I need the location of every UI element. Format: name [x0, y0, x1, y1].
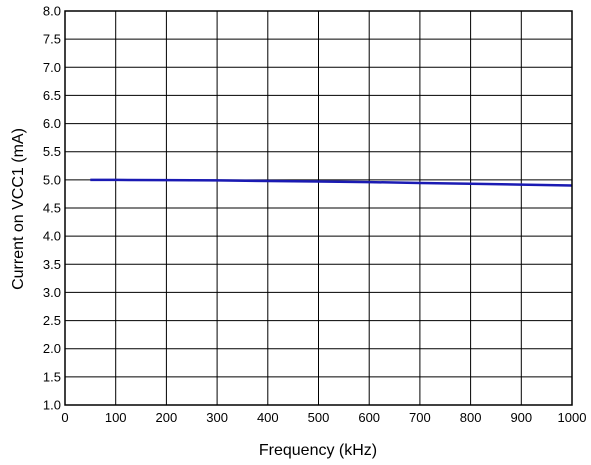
y-tick-labels: 1.0 1.5 2.0 2.5 3.0 3.5 4.0 4.5 5.0 5.5 6.0 6.5 7.0 7… — [43, 4, 61, 413]
y-tick-label: 6.0 — [43, 116, 61, 131]
x-tick-label: 300 — [206, 410, 228, 425]
y-tick-label: 8.0 — [43, 4, 61, 19]
series-line — [90, 178, 573, 187]
y-tick-label: 1.5 — [43, 369, 61, 384]
x-axis-title: Frequency (kHz) — [259, 442, 377, 459]
x-tick-label: 600 — [358, 410, 380, 425]
x-tick-labels: 0 100 200 300 400 500 600 700 800 900 1000 — [61, 410, 586, 425]
y-tick-label: 5.5 — [43, 144, 61, 159]
y-tick-label: 4.5 — [43, 201, 61, 216]
y-axis-title: Current on VCC1 (mA) — [10, 128, 27, 290]
plot-frame — [64, 10, 573, 406]
y-tick-label: 3.5 — [43, 257, 61, 272]
x-tick-label: 1000 — [558, 410, 587, 425]
x-tick-label: 800 — [460, 410, 482, 425]
y-tick-label: 5.0 — [43, 172, 61, 187]
x-tick-label: 100 — [105, 410, 127, 425]
y-tick-label: 4.0 — [43, 229, 61, 244]
y-tick-label: 7.5 — [43, 32, 61, 47]
x-tick-label: 900 — [510, 410, 532, 425]
series-layer — [90, 178, 573, 187]
y-tick-label: 6.5 — [43, 88, 61, 103]
y-tick-label: 2.0 — [43, 341, 61, 356]
y-tick-label: 1.0 — [43, 398, 61, 413]
y-tick-label: 3.0 — [43, 285, 61, 300]
x-tick-label: 0 — [61, 410, 68, 425]
x-tick-label: 200 — [156, 410, 178, 425]
x-tick-label: 400 — [257, 410, 279, 425]
y-tick-label: 2.5 — [43, 313, 61, 328]
grid — [64, 10, 573, 406]
x-tick-label: 700 — [409, 410, 431, 425]
x-tick-label: 500 — [308, 410, 330, 425]
y-tick-label: 7.0 — [43, 60, 61, 75]
